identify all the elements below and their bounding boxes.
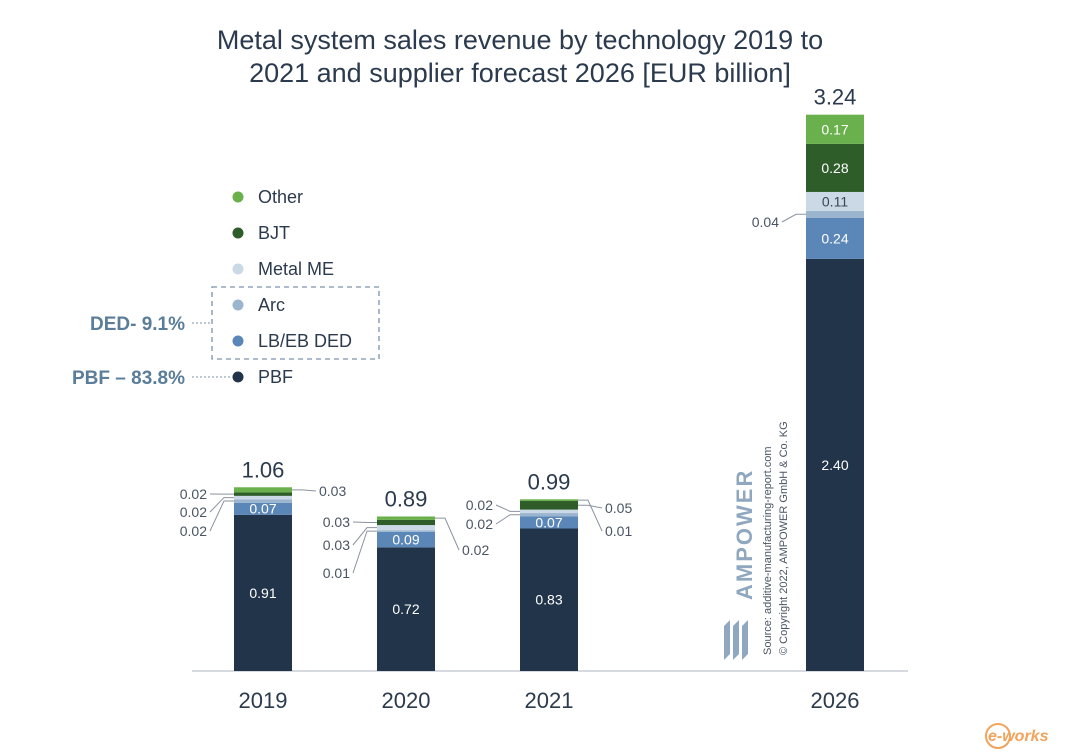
leader-line <box>578 504 603 509</box>
legend-group-label: PBF – 83.8% <box>72 368 185 389</box>
bar-2026-pbf <box>806 258 864 671</box>
legend-swatch <box>232 299 244 311</box>
eworks-logo-icon <box>985 723 1011 749</box>
legend-label: Metal ME <box>258 259 334 279</box>
watermark: AMPOWER Source: additive-manufacturing-r… <box>724 421 1049 749</box>
data-label: 0.03 <box>319 483 346 499</box>
legend-swatch <box>232 371 244 383</box>
bar-2021-pbf <box>520 528 578 671</box>
leader-line <box>352 527 377 546</box>
data-label: 0.91 <box>249 585 276 601</box>
data-label: 0.05 <box>605 500 632 516</box>
legend-swatch <box>232 191 244 203</box>
data-label: 0.09 <box>392 532 419 548</box>
data-label: 0.11 <box>822 193 848 209</box>
ampower-logo-icon <box>724 620 748 660</box>
legend-swatch <box>232 263 244 275</box>
data-label: 0.02 <box>462 542 489 558</box>
bar-2019-metal-me <box>234 495 292 500</box>
bar-2026-arc <box>806 210 864 218</box>
leader-line <box>292 489 317 492</box>
data-label: 0.28 <box>821 160 848 176</box>
bar-2021-bjt <box>520 501 578 510</box>
bar-total-label: 1.06 <box>242 457 285 482</box>
bar-2019-pbf <box>234 514 292 671</box>
bars <box>234 114 864 671</box>
data-label: 0.02 <box>180 523 207 539</box>
bar-2021-other <box>520 499 578 502</box>
leader-line <box>781 213 806 223</box>
bar-total-label: 0.99 <box>528 469 571 494</box>
data-label: 0.03 <box>323 537 350 553</box>
x-tick-label: 2019 <box>239 688 288 713</box>
chart-title: Metal system sales revenue by technology… <box>217 25 823 88</box>
legend: Other BJT Metal ME Arc LB/EB DED PBF DED- 9.1%… <box>72 187 380 389</box>
leader-line <box>578 499 603 532</box>
data-label: 0.24 <box>821 230 848 246</box>
bar-2021-lb-eb-ded <box>520 516 578 529</box>
chart-title-line: 2021 and supplier forecast 2026 [EUR bil… <box>249 58 791 88</box>
legend-group-box <box>211 286 380 360</box>
data-labels: 2019 1.06 2020 0.89 2021 0.99 2026 3.24 0.91 0.07… <box>180 85 860 713</box>
copyright-text: © Copyright 2022, AMPOWER GmbH & Co. KG <box>778 421 790 655</box>
legend-swatch <box>232 227 244 239</box>
source-text: Source: additive-manufacturing-report.co… <box>762 447 774 655</box>
bar-total-label: 0.89 <box>385 486 428 511</box>
data-label: 0.02 <box>466 516 493 532</box>
leader-line <box>209 497 234 513</box>
data-label: 2.40 <box>821 457 848 473</box>
legend-group-label: DED- 9.1% <box>90 314 185 335</box>
x-tick-label: 2026 <box>811 688 860 713</box>
bar-2019-bjt <box>234 492 292 496</box>
data-label: 0.01 <box>323 565 350 581</box>
bar-2021-metal-me <box>520 509 578 514</box>
ampower-brand-text: AMPOWER <box>732 469 757 600</box>
legend-label: Other <box>258 187 303 207</box>
bar-2020-arc <box>377 530 435 532</box>
x-tick-label: 2021 <box>525 688 574 713</box>
data-label: 0.17 <box>821 121 848 137</box>
leader-line <box>495 514 520 525</box>
leader-line <box>495 504 520 512</box>
leader-line <box>352 530 377 574</box>
bar-2020-bjt <box>377 519 435 526</box>
legend-label: Arc <box>258 295 285 315</box>
legend-swatch <box>232 335 244 347</box>
legend-label: LB/EB DED <box>258 331 352 351</box>
bar-2020-other <box>377 516 435 520</box>
bar-2020-lb-eb-ded <box>377 531 435 548</box>
data-label: 0.03 <box>323 514 350 530</box>
legend-label: BJT <box>258 223 290 243</box>
bar-2026-lb-eb-ded <box>806 217 864 259</box>
bar-2026-metal-me <box>806 191 864 211</box>
leader-line <box>209 500 234 532</box>
chart-title-line: Metal system sales revenue by technology… <box>217 25 823 55</box>
bar-2020-pbf <box>377 547 435 671</box>
x-tick-label: 2020 <box>382 688 431 713</box>
data-label: 0.02 <box>180 486 207 502</box>
data-label: 0.01 <box>605 523 632 539</box>
legend-label: PBF <box>258 367 293 387</box>
bar-2026-bjt <box>806 143 864 192</box>
bar-2026-other <box>806 114 864 144</box>
data-label: 0.07 <box>249 501 276 517</box>
data-label: 0.02 <box>466 497 493 513</box>
bar-2019-arc <box>234 499 292 503</box>
data-label: 0.04 <box>752 214 779 230</box>
leader-line <box>435 517 460 551</box>
data-label: 0.83 <box>535 592 562 608</box>
data-label: 0.02 <box>180 504 207 520</box>
bar-total-label: 3.24 <box>814 85 857 110</box>
bar-2020-metal-me <box>377 525 435 531</box>
data-label: 0.72 <box>392 601 419 617</box>
bar-2019-other <box>234 487 292 493</box>
bar-2021-arc <box>520 513 578 517</box>
data-label: 0.07 <box>535 514 562 530</box>
eworks-logo-text: e-works <box>988 728 1049 745</box>
bar-2019-lb-eb-ded <box>234 502 292 515</box>
